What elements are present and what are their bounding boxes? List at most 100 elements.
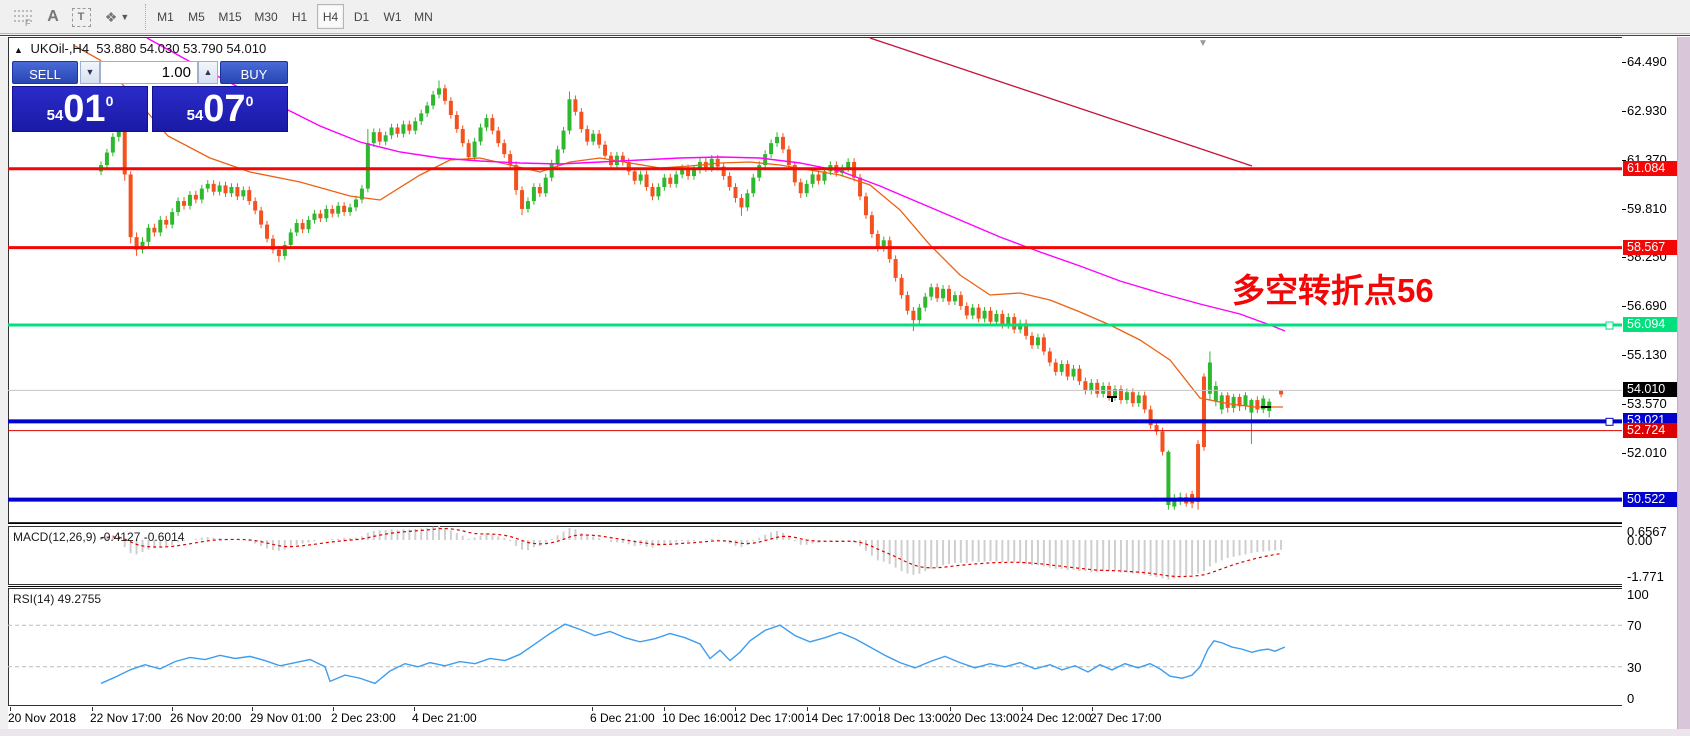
candle-body bbox=[496, 130, 501, 144]
time-axis-tick bbox=[1022, 707, 1023, 711]
candle-body bbox=[1237, 396, 1242, 407]
time-axis-label: 27 Dec 17:00 bbox=[1090, 711, 1162, 725]
candle-body bbox=[306, 219, 311, 230]
pane-separator[interactable] bbox=[8, 586, 1622, 587]
macd-signal-line bbox=[100, 527, 1282, 578]
candle-body bbox=[893, 259, 898, 278]
timeframe-MN[interactable]: MN bbox=[414, 10, 433, 24]
line-handle[interactable] bbox=[1605, 417, 1614, 426]
time-axis-label: 22 Nov 17:00 bbox=[90, 711, 162, 725]
candle-body bbox=[193, 194, 198, 200]
ma-fast-line bbox=[74, 45, 1283, 408]
market-watch-scrollbar[interactable] bbox=[1677, 37, 1690, 736]
candle-body bbox=[863, 196, 868, 216]
candle-body bbox=[692, 169, 696, 177]
line-handle[interactable] bbox=[1605, 321, 1614, 330]
price-axis-tick bbox=[1622, 306, 1626, 308]
text-tool-icon[interactable]: A bbox=[47, 8, 59, 25]
window-bottom-edge bbox=[0, 729, 1690, 736]
candle-body bbox=[769, 143, 774, 155]
time-axis-label: 14 Dec 17:00 bbox=[805, 711, 877, 725]
candle-body bbox=[680, 168, 685, 175]
descending-trendline[interactable] bbox=[869, 37, 1253, 167]
text-annotation[interactable]: 多空转折点56 bbox=[1232, 272, 1434, 309]
candle-body bbox=[1030, 335, 1035, 346]
chart-shift-marker[interactable]: ▼ bbox=[1198, 38, 1208, 49]
buy-price-tile[interactable]: 54 07 0 bbox=[152, 86, 288, 132]
time-axis-tick bbox=[414, 707, 415, 711]
price-badge-58.567: 58.567 bbox=[1623, 239, 1677, 255]
timeframe-M5[interactable]: M5 bbox=[188, 10, 205, 24]
one-click-trading-panel: SELL ▼ ▲ BUY 54 01 0 54 07 0 bbox=[12, 61, 288, 132]
volume-increase-button[interactable]: ▲ bbox=[198, 61, 218, 84]
timeframe-M1[interactable]: M1 bbox=[157, 10, 174, 24]
candle-body bbox=[270, 238, 275, 250]
candle-body bbox=[324, 208, 329, 219]
label-tool-icon[interactable]: T bbox=[70, 4, 92, 30]
buy-button[interactable]: BUY bbox=[220, 61, 288, 84]
candle-body bbox=[520, 190, 525, 209]
candle-body bbox=[525, 201, 530, 209]
timeframe-H4[interactable]: H4 bbox=[317, 4, 344, 29]
candle-body bbox=[994, 313, 999, 322]
timeframe-M30[interactable]: M30 bbox=[254, 10, 278, 24]
candle-body bbox=[223, 185, 228, 194]
svg-text:F: F bbox=[25, 18, 31, 27]
candle-body bbox=[929, 287, 934, 297]
candle-body bbox=[982, 310, 987, 319]
candle-body bbox=[923, 296, 928, 308]
candle-body bbox=[300, 223, 305, 230]
candle-body bbox=[259, 210, 264, 225]
candle-body bbox=[253, 201, 258, 211]
candle-body bbox=[1142, 395, 1147, 410]
candle-body bbox=[490, 118, 495, 131]
collapse-triangle-icon[interactable]: ▲ bbox=[14, 45, 23, 55]
candle-body bbox=[561, 130, 566, 150]
candle-body bbox=[466, 143, 471, 158]
candle-body bbox=[686, 168, 691, 177]
pane-separator[interactable] bbox=[8, 523, 1622, 524]
timeframe-D1[interactable]: D1 bbox=[353, 10, 370, 24]
candle-body bbox=[425, 105, 430, 114]
rsi-frame bbox=[8, 588, 1622, 706]
candle-body bbox=[739, 197, 744, 208]
candle-body bbox=[917, 307, 922, 321]
price-mark bbox=[1261, 406, 1271, 408]
sell-price-tile[interactable]: 54 01 0 bbox=[12, 86, 148, 132]
shapes-tool-icon[interactable]: ❖ ▼ bbox=[100, 4, 134, 30]
volume-input[interactable] bbox=[100, 61, 198, 84]
fibonacci-tool-icon[interactable]: F bbox=[10, 4, 38, 30]
candle-body bbox=[1255, 400, 1260, 410]
rsi-pane[interactable] bbox=[8, 588, 1622, 706]
timeframe-W1[interactable]: W1 bbox=[383, 10, 402, 24]
candle-body bbox=[745, 193, 750, 208]
chart-window[interactable] bbox=[8, 37, 1677, 736]
candle-body bbox=[1279, 390, 1284, 395]
timeframe-H1[interactable]: H1 bbox=[291, 10, 308, 24]
candle-body bbox=[1006, 317, 1011, 325]
timeframe-M15[interactable]: M15 bbox=[218, 10, 242, 24]
price-axis-label: 52.010 bbox=[1627, 444, 1667, 460]
candle-body bbox=[401, 124, 406, 134]
candle-body bbox=[146, 227, 151, 242]
volume-decrease-button[interactable]: ▼ bbox=[80, 61, 100, 84]
candle-body bbox=[597, 133, 602, 145]
candle-body bbox=[205, 183, 210, 189]
candle-body bbox=[276, 249, 281, 256]
candle-body bbox=[662, 177, 667, 188]
candle-body bbox=[869, 215, 874, 235]
rsi-line bbox=[100, 623, 1286, 685]
candle-body bbox=[170, 212, 175, 225]
time-axis-label: 18 Dec 13:00 bbox=[877, 711, 949, 725]
candle-body bbox=[389, 127, 394, 136]
sell-price-sup: 0 bbox=[105, 93, 114, 109]
price-pane[interactable] bbox=[8, 37, 1622, 523]
sell-button[interactable]: SELL bbox=[12, 61, 78, 84]
candle-body bbox=[140, 241, 145, 250]
macd-pane[interactable] bbox=[8, 526, 1622, 585]
candle-body bbox=[454, 114, 459, 130]
time-axis-tick bbox=[252, 707, 253, 711]
candle-body bbox=[1095, 382, 1100, 394]
candle-body bbox=[1154, 425, 1159, 432]
